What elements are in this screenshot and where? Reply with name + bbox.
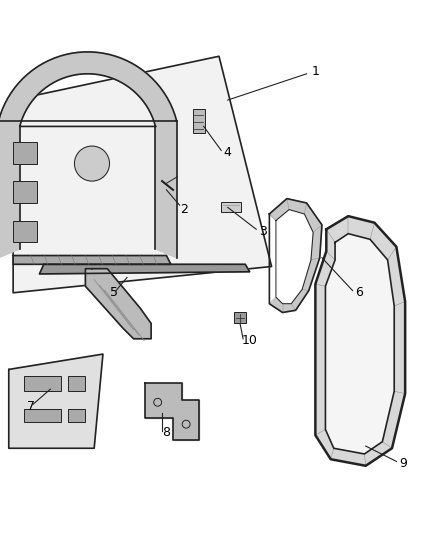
Bar: [13, 142, 37, 164]
Polygon shape: [39, 264, 250, 274]
Bar: [193, 109, 205, 133]
Bar: [13, 221, 37, 243]
Bar: [221, 202, 241, 212]
Bar: [234, 312, 246, 324]
Polygon shape: [325, 233, 394, 454]
Text: 2: 2: [180, 203, 188, 216]
Bar: [13, 181, 37, 203]
Bar: [68, 376, 85, 391]
Text: 8: 8: [162, 426, 170, 439]
Polygon shape: [85, 269, 151, 339]
Polygon shape: [315, 216, 405, 466]
Text: 10: 10: [242, 335, 258, 348]
Circle shape: [74, 146, 110, 181]
Bar: [24, 409, 61, 422]
Polygon shape: [269, 199, 322, 312]
Text: 4: 4: [224, 146, 232, 159]
Text: 5: 5: [110, 286, 118, 300]
Text: 9: 9: [399, 457, 407, 470]
Polygon shape: [145, 383, 199, 440]
Polygon shape: [13, 255, 171, 264]
Bar: [68, 409, 85, 422]
Text: 1: 1: [311, 65, 319, 78]
Text: 3: 3: [259, 225, 267, 238]
Polygon shape: [0, 52, 177, 258]
Bar: [24, 376, 61, 391]
Polygon shape: [9, 354, 103, 448]
Polygon shape: [13, 56, 272, 293]
Text: 6: 6: [355, 286, 363, 300]
Text: 7: 7: [27, 400, 35, 413]
